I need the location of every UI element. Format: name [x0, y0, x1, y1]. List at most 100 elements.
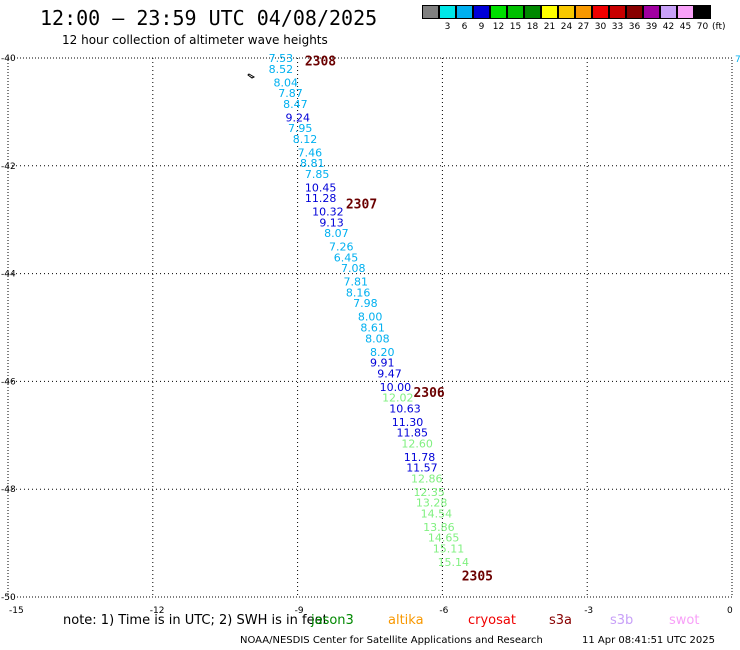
island-outline — [247, 73, 256, 79]
swh-value: 8.20 — [370, 346, 395, 359]
legend-swatch — [626, 5, 643, 19]
swh-value: 11.28 — [305, 192, 337, 205]
legend-swatch — [541, 5, 558, 19]
pass-hour-label: 2306 — [413, 386, 444, 401]
legend-label: 24 — [560, 22, 573, 32]
pass-hour-labels: 2308 2307 2306 2305 — [305, 55, 493, 585]
legend-swatch — [524, 5, 541, 19]
swh-value: 9.24 — [286, 111, 311, 124]
swh-value: 7.81 — [343, 276, 368, 289]
credit-line: NOAA/NESDIS Center for Satellite Applica… — [240, 635, 543, 646]
swh-value: 12.86 — [411, 472, 443, 485]
y-tick-label: -42 — [1, 162, 16, 172]
chart-subtitle: 12 hour collection of altimeter wave hei… — [62, 33, 328, 47]
swh-value: 14.65 — [428, 532, 460, 545]
map-grid — [8, 58, 732, 597]
swh-value: 8.47 — [283, 98, 308, 111]
legend-label: 33 — [611, 22, 624, 32]
legend-swatch — [575, 5, 592, 19]
swh-value: 11.85 — [397, 427, 429, 440]
swh-value: 8.61 — [360, 322, 385, 335]
swh-value: 8.07 — [324, 227, 349, 240]
swh-value: 13.86 — [423, 521, 455, 534]
y-tick-label: -44 — [1, 270, 16, 280]
legend-swatch — [456, 5, 473, 19]
legend-label: 18 — [526, 22, 539, 32]
x-tick-label: -15 — [9, 606, 24, 616]
swh-value: 10.45 — [305, 181, 337, 194]
legend-label: 9 — [478, 22, 485, 32]
pass-hour-label: 2305 — [462, 569, 493, 584]
axis-ticks: -15 -12 -9 -6 -3 0 -40 -42 -44 -46 -48 -50 7 — [1, 54, 740, 616]
legend-label: 12 — [492, 22, 505, 32]
x-tick-label: -3 — [584, 606, 593, 616]
swh-value: 15.11 — [433, 542, 465, 555]
swh-value: 10.00 — [380, 381, 412, 394]
legend-label: 15 — [509, 22, 522, 32]
legend-label: 39 — [645, 22, 658, 32]
legend-label: 42 — [662, 22, 675, 32]
pass-hour-label: 2307 — [346, 198, 377, 213]
swh-value: 14.54 — [421, 507, 453, 520]
legend-swatch — [439, 5, 456, 19]
swh-value: 9.91 — [370, 357, 395, 370]
swh-value: 8.12 — [293, 133, 318, 146]
legend-swatch — [473, 5, 490, 19]
swh-observations: 7.538.528.047.878.479.247.958.127.468.81… — [269, 52, 469, 569]
swh-value: 7.98 — [353, 297, 378, 310]
y-tick-label: -48 — [1, 485, 16, 495]
legend-swatch — [490, 5, 507, 19]
legend-label: 36 — [628, 22, 641, 32]
legend-swatch — [592, 5, 609, 19]
satellite-swot: swot — [669, 613, 700, 628]
y-tick-label: -46 — [1, 377, 16, 387]
footnote: note: 1) Time is in UTC; 2) SWH is in fe… — [63, 613, 328, 628]
swh-value: 9.13 — [319, 216, 344, 229]
satellite-altika: altika — [388, 613, 424, 628]
swh-value: 11.57 — [406, 462, 438, 475]
swh-value: 7.53 — [269, 52, 294, 65]
legend-unit: (ft) — [712, 22, 726, 32]
y-tick-label: -40 — [1, 54, 16, 64]
legend-label: 27 — [577, 22, 590, 32]
legend-label: 30 — [594, 22, 607, 32]
swh-value: 13.28 — [416, 497, 448, 510]
legend-swatch — [507, 5, 524, 19]
satellite-cryosat: cryosat — [468, 613, 516, 628]
swh-value: 7.08 — [341, 262, 366, 275]
pass-hour-label: 2308 — [305, 55, 336, 70]
legend-label: 6 — [461, 22, 468, 32]
swh-value: 12.02 — [382, 392, 414, 405]
legend-label: 3 — [444, 22, 451, 32]
swh-value: 10.32 — [312, 206, 344, 219]
x-tick-label: -12 — [150, 606, 165, 616]
satellite-s3b: s3b — [610, 613, 634, 628]
x-tick-label: 0 — [727, 606, 733, 616]
legend-swatch — [694, 5, 711, 19]
swh-value: 6.45 — [334, 251, 359, 264]
legend-swatch — [660, 5, 677, 19]
swh-value: 10.63 — [389, 402, 421, 415]
map-frame — [7, 57, 733, 598]
right-edge-label: 7 — [735, 55, 740, 65]
swh-value: 7.85 — [305, 168, 330, 181]
legend-label: 45 — [679, 22, 692, 32]
generation-timestamp: 11 Apr 08:41:51 UTC 2025 — [582, 635, 715, 646]
legend-swatch — [422, 5, 439, 19]
legend-swatch — [643, 5, 660, 19]
swh-value: 7.26 — [329, 241, 354, 254]
x-tick-label: -6 — [439, 606, 448, 616]
legend-label: 21 — [543, 22, 556, 32]
swh-value: 7.46 — [298, 146, 323, 159]
y-tick-label: -50 — [1, 593, 16, 603]
legend-label: 70 — [696, 22, 709, 32]
satellite-legend: jason3 altika cryosat s3a s3b swot — [0, 613, 740, 631]
legend-swatch — [558, 5, 575, 19]
swh-value: 11.78 — [404, 451, 436, 464]
x-tick-label: -9 — [295, 606, 304, 616]
swh-value: 8.08 — [365, 332, 390, 345]
legend-swatch — [609, 5, 626, 19]
swh-value: 7.95 — [288, 122, 313, 135]
swh-value: 12.35 — [413, 486, 445, 499]
